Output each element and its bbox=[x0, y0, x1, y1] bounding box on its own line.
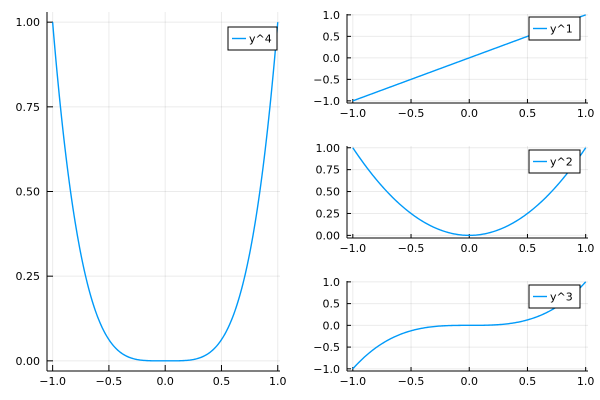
subplot-y4: −1.0 −0.5 0.0 0.5 1.0 0.00 0.25 0.50 0.75 1.00 y^4 bbox=[16, 12, 287, 388]
x-tick-label: −1.0 bbox=[339, 242, 366, 255]
x-tick-label: 0.0 bbox=[156, 375, 174, 388]
x-tick-label: 0.5 bbox=[519, 107, 537, 120]
x-tick-label: −0.5 bbox=[398, 242, 425, 255]
x-tick-label: 1.0 bbox=[577, 375, 595, 388]
legend-label: y^2 bbox=[550, 156, 573, 169]
legend-label: y^3 bbox=[550, 291, 573, 304]
y-tick-label: 0.00 bbox=[316, 229, 341, 242]
x-tick-label: 1.0 bbox=[577, 242, 595, 255]
x-tick-label: −1.0 bbox=[39, 375, 66, 388]
y-tick-label: −0.5 bbox=[313, 341, 340, 354]
legend-label: y^4 bbox=[249, 33, 272, 46]
y-tick-label: 0.5 bbox=[323, 298, 341, 311]
y-tick-label: 1.0 bbox=[323, 9, 341, 22]
legend-box bbox=[528, 149, 581, 174]
y-tick-label: 0.50 bbox=[316, 186, 341, 199]
x-tick-label: −1.0 bbox=[339, 107, 366, 120]
x-tick-label: −0.5 bbox=[96, 375, 123, 388]
series-line-y2 bbox=[352, 147, 587, 237]
legend-label: y^1 bbox=[550, 23, 573, 36]
x-tick-label: 0.5 bbox=[213, 375, 231, 388]
subplot-y3: −1.0 −0.5 0.0 0.5 1.0 −1.0 −0.5 0.0 0.5 1.0 y^3 bbox=[313, 276, 594, 388]
series-line-y4 bbox=[51, 22, 279, 362]
y-tick-label: 0.0 bbox=[323, 319, 341, 332]
x-tick-label: 1.0 bbox=[269, 375, 287, 388]
x-tick-label: −0.5 bbox=[398, 107, 425, 120]
subplot-y2: −1.0 −0.5 0.0 0.5 1.0 0.00 0.25 0.50 0.75 1.00 y^2 bbox=[316, 142, 595, 255]
y-tick-label: 0.75 bbox=[316, 164, 341, 177]
x-tick-label: 1.0 bbox=[577, 107, 595, 120]
y-tick-label: 1.0 bbox=[323, 276, 341, 289]
x-tick-label: 0.0 bbox=[460, 375, 478, 388]
x-tick-label: −1.0 bbox=[339, 375, 366, 388]
y-tick-label: 0.50 bbox=[16, 186, 41, 199]
y-tick-label: 0.0 bbox=[323, 52, 341, 65]
y-tick-label: 0.5 bbox=[323, 30, 341, 43]
y-tick-label: −1.0 bbox=[313, 363, 340, 376]
y-tick-label: −1.0 bbox=[313, 95, 340, 108]
x-tick-label: 0.0 bbox=[460, 242, 478, 255]
series-line-y3 bbox=[352, 281, 587, 370]
y-tick-label: −0.5 bbox=[313, 73, 340, 86]
x-tick-label: 0.5 bbox=[519, 375, 537, 388]
y-tick-label: 1.00 bbox=[316, 142, 341, 155]
y-tick-label: 0.25 bbox=[16, 270, 41, 283]
x-tick-label: 0.0 bbox=[460, 107, 478, 120]
y-tick-label: 0.25 bbox=[316, 207, 341, 220]
y-tick-label: 0.75 bbox=[16, 101, 41, 114]
legend-box bbox=[227, 26, 278, 51]
y-tick-label: 0.00 bbox=[16, 355, 41, 368]
legend-box bbox=[528, 284, 581, 309]
subplot-y1: −1.0 −0.5 0.0 0.5 1.0 −1.0 −0.5 0.0 0.5 1.0 y^1 bbox=[313, 9, 594, 120]
x-tick-label: −0.5 bbox=[398, 375, 425, 388]
x-tick-label: 0.5 bbox=[519, 242, 537, 255]
legend-box bbox=[528, 16, 581, 41]
y-tick-label: 1.00 bbox=[16, 16, 41, 29]
